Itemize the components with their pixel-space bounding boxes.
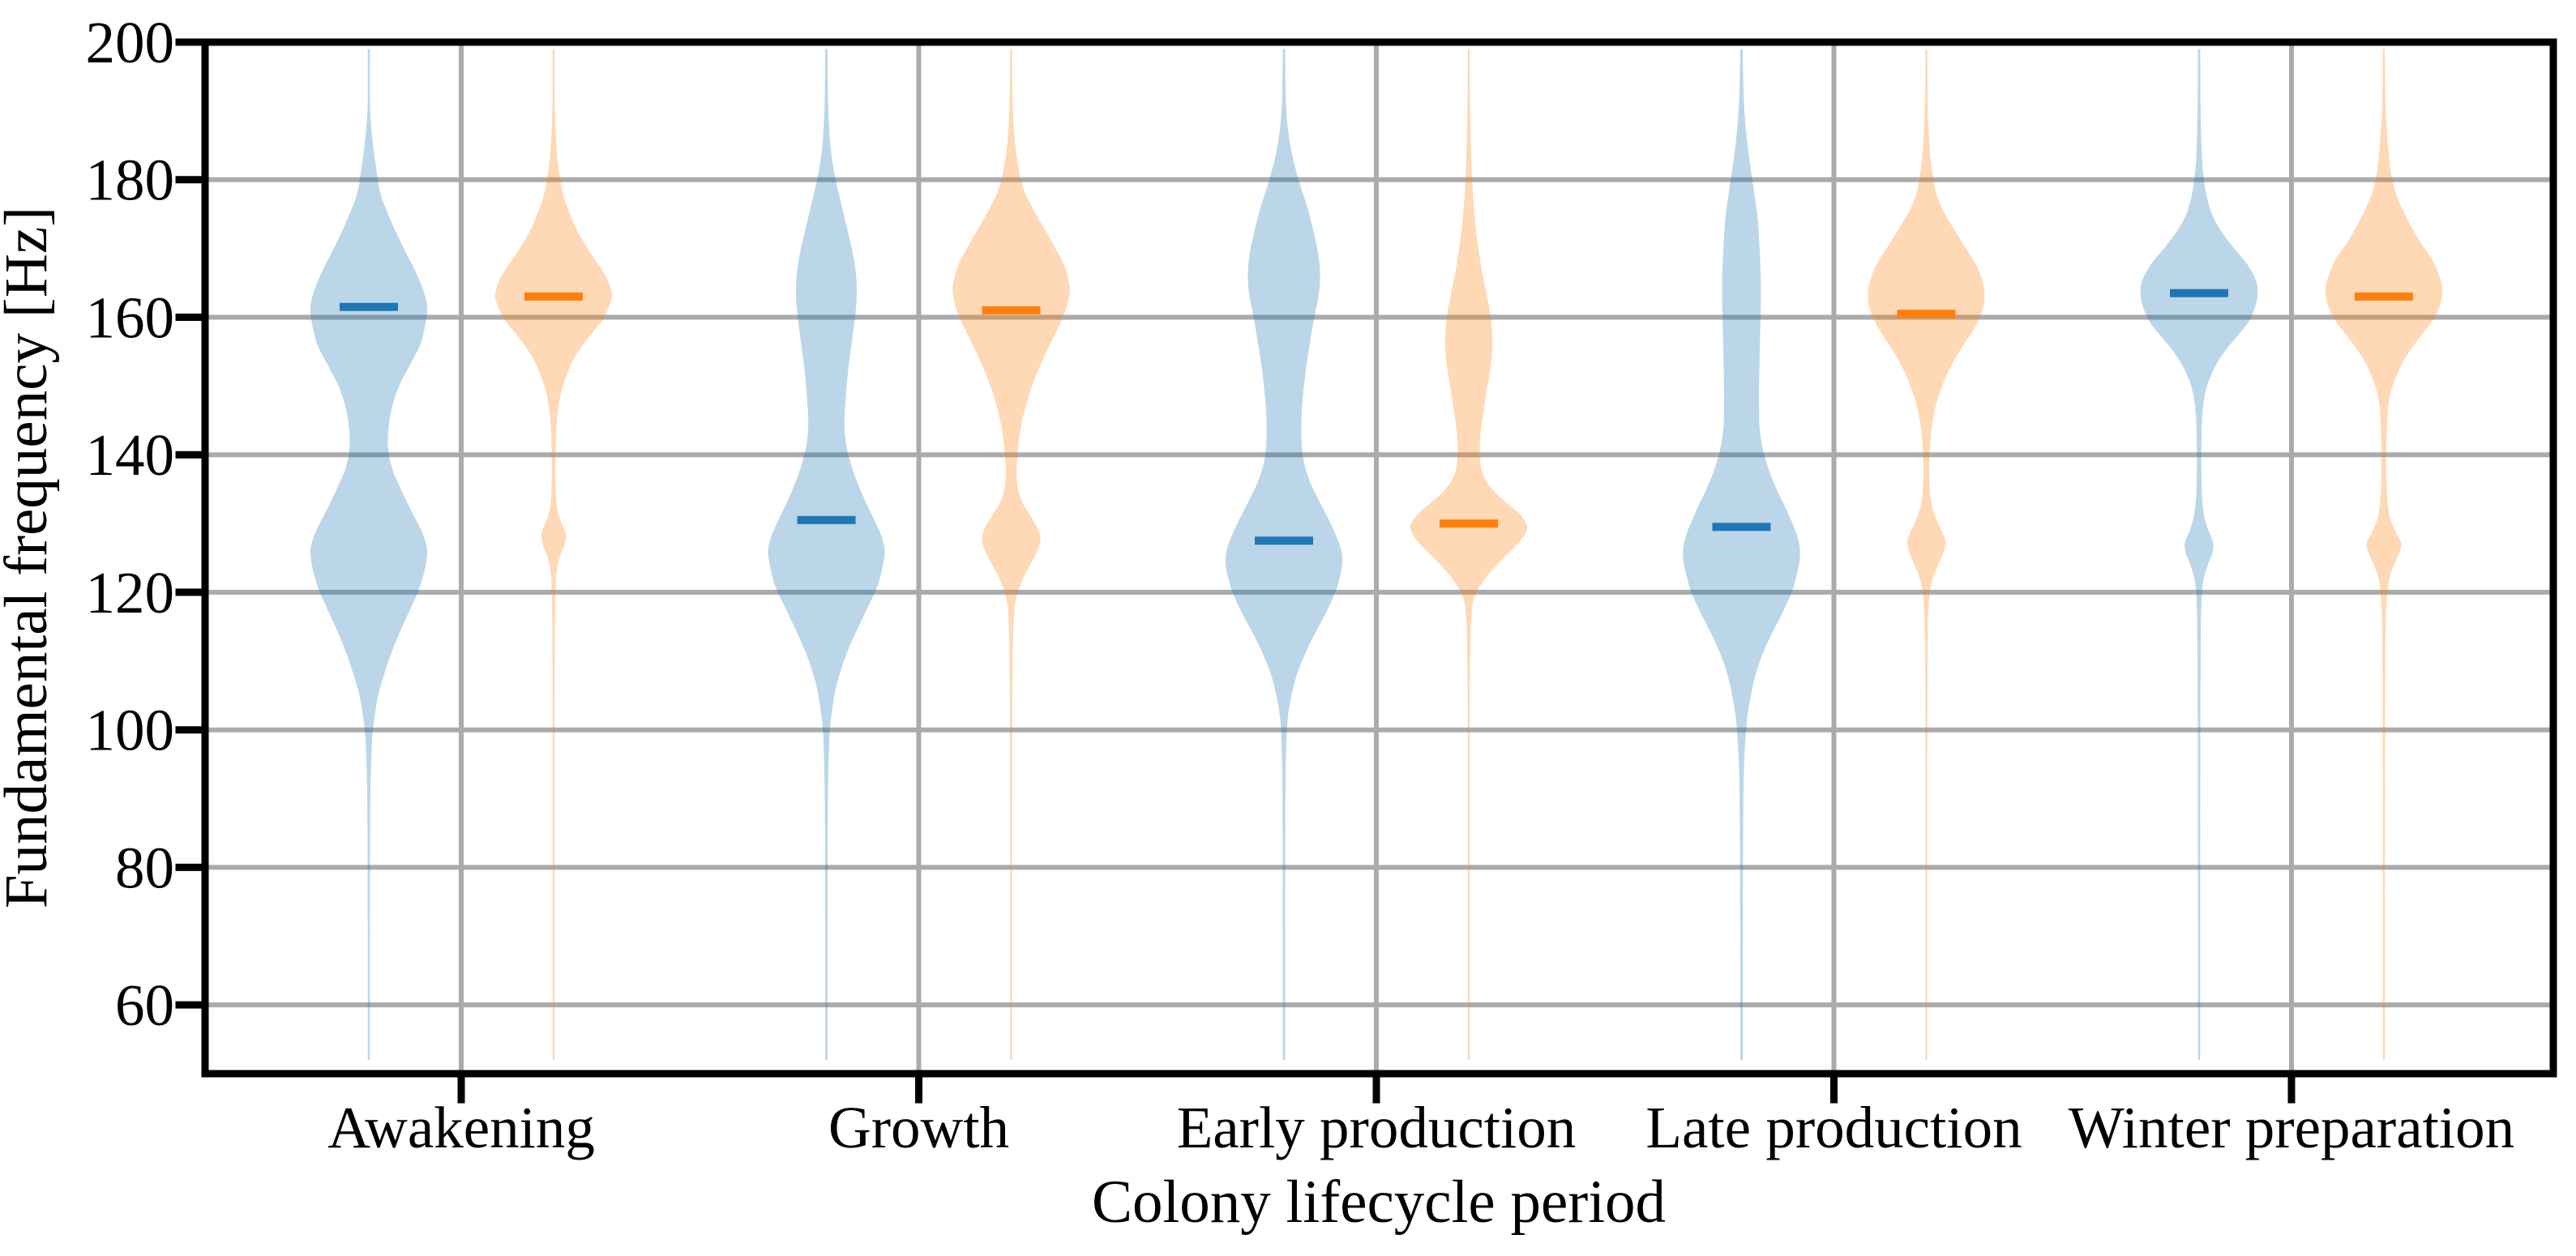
label-layer: Colony lifecycle period Fundamental freq… xyxy=(0,10,2514,1236)
tick-label-x-awakening: Awakening xyxy=(327,1095,595,1160)
violin-early-production-blue xyxy=(1225,49,1343,1060)
violin-early-production-orange xyxy=(1410,49,1528,1060)
tick-label-x-late-production: Late production xyxy=(1645,1095,2022,1160)
tick-label-y-100: 100 xyxy=(86,698,175,763)
tick-label-y-80: 80 xyxy=(115,835,174,900)
violin-winter-preparation-orange xyxy=(2325,49,2443,1060)
tick-label-x-early-production: Early production xyxy=(1177,1095,1577,1160)
grid-layer xyxy=(205,42,2553,1074)
axes-layer xyxy=(175,38,2557,1104)
violin-growth-blue xyxy=(768,49,885,1060)
violin-late-production-blue xyxy=(1683,49,1800,1060)
tick-label-x-winter-preparation: Winter preparation xyxy=(2069,1095,2514,1160)
violin-awakening-orange xyxy=(494,49,613,1060)
violin-layer xyxy=(310,49,2443,1060)
tick-label-y-120: 120 xyxy=(86,560,175,626)
violin-late-production-orange xyxy=(1868,49,1985,1060)
tick-label-y-60: 60 xyxy=(115,972,174,1038)
x-axis-label: Colony lifecycle period xyxy=(1092,1168,1666,1236)
y-axis-label: Fundamental frequency [Hz] xyxy=(0,207,60,908)
tick-label-y-180: 180 xyxy=(86,147,175,213)
plot-border xyxy=(201,38,2557,1078)
tick-label-x-growth: Growth xyxy=(828,1095,1009,1160)
tick-label-y-140: 140 xyxy=(86,422,175,488)
median-layer xyxy=(340,288,2413,545)
violin-growth-orange xyxy=(952,49,1070,1060)
tick-label-y-200: 200 xyxy=(86,10,175,75)
violin-winter-preparation-blue xyxy=(2140,49,2258,1060)
violin-awakening-blue xyxy=(310,49,428,1060)
tick-label-y-160: 160 xyxy=(86,285,175,351)
